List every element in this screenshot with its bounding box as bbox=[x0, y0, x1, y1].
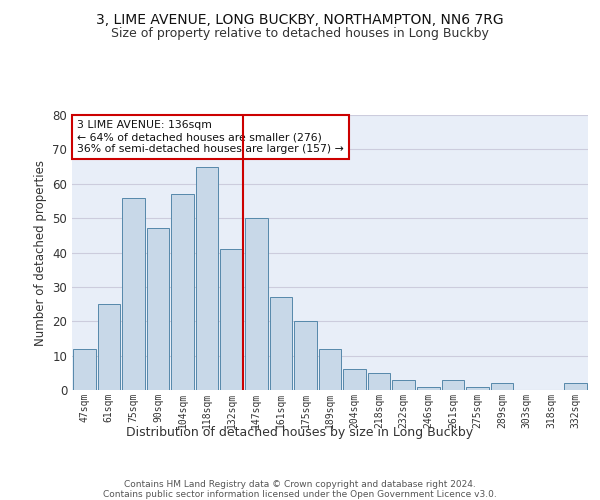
Bar bbox=[269, 297, 292, 390]
Bar bbox=[442, 380, 464, 390]
Bar bbox=[196, 166, 218, 390]
Text: Distribution of detached houses by size in Long Buckby: Distribution of detached houses by size … bbox=[127, 426, 473, 439]
Bar bbox=[98, 304, 120, 390]
Bar bbox=[319, 349, 341, 390]
Bar bbox=[294, 322, 317, 390]
Y-axis label: Number of detached properties: Number of detached properties bbox=[34, 160, 47, 346]
Text: 3, LIME AVENUE, LONG BUCKBY, NORTHAMPTON, NN6 7RG: 3, LIME AVENUE, LONG BUCKBY, NORTHAMPTON… bbox=[96, 12, 504, 26]
Bar bbox=[343, 370, 366, 390]
Bar bbox=[171, 194, 194, 390]
Text: Size of property relative to detached houses in Long Buckby: Size of property relative to detached ho… bbox=[111, 28, 489, 40]
Bar bbox=[73, 349, 95, 390]
Bar bbox=[392, 380, 415, 390]
Text: 3 LIME AVENUE: 136sqm
← 64% of detached houses are smaller (276)
36% of semi-det: 3 LIME AVENUE: 136sqm ← 64% of detached … bbox=[77, 120, 344, 154]
Bar bbox=[220, 249, 243, 390]
Bar bbox=[417, 386, 440, 390]
Bar bbox=[565, 383, 587, 390]
Bar bbox=[466, 386, 489, 390]
Bar bbox=[368, 373, 391, 390]
Text: Contains HM Land Registry data © Crown copyright and database right 2024.
Contai: Contains HM Land Registry data © Crown c… bbox=[103, 480, 497, 500]
Bar bbox=[491, 383, 514, 390]
Bar bbox=[245, 218, 268, 390]
Bar bbox=[146, 228, 169, 390]
Bar bbox=[122, 198, 145, 390]
